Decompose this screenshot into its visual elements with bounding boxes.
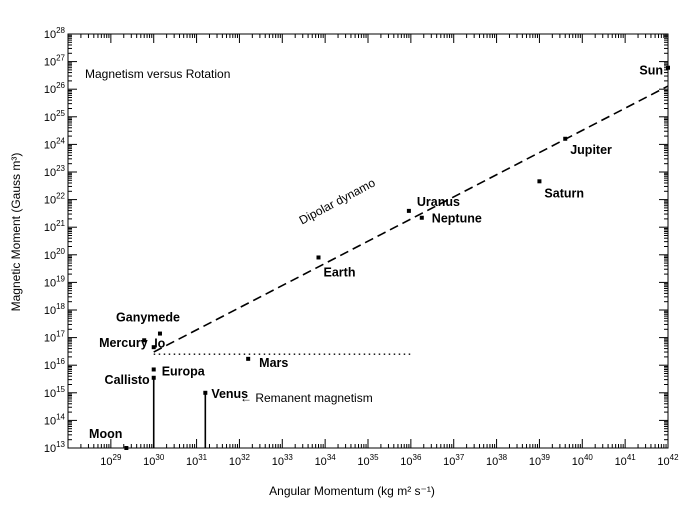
europa-label: Europa: [162, 364, 206, 378]
x-tick-label: 1035: [357, 453, 379, 468]
x-tick-label: 1031: [186, 453, 208, 468]
y-tick-label: 1022: [44, 192, 66, 207]
earth-label: Earth: [324, 265, 356, 279]
venus-point: [203, 390, 208, 395]
x-tick-label: 1038: [486, 453, 508, 468]
earth-point: [316, 255, 321, 260]
dipolar-dynamo-line: [153, 85, 669, 353]
callisto-point: [151, 375, 156, 380]
neptune-label: Neptune: [432, 212, 482, 226]
mars-point: [246, 356, 251, 361]
y-tick-label: 1016: [44, 357, 66, 372]
y-axis-title: Magnetic Moment (Gauss m³): [9, 153, 23, 312]
io-point: [142, 338, 147, 343]
data-points: [124, 65, 670, 450]
y-tick-label: 1014: [44, 412, 66, 427]
x-tick-label: 1037: [443, 453, 465, 468]
axis-ticks: [67, 33, 669, 449]
europa-point: [151, 367, 156, 372]
mars-label: Mars: [259, 356, 288, 370]
y-tick-label: 1018: [44, 302, 66, 317]
mercury-point: [151, 345, 156, 350]
ganymede-point: [157, 331, 162, 336]
x-tick-label: 1030: [143, 453, 165, 468]
y-tick-label: 1025: [44, 109, 66, 124]
x-tick-label: 1039: [529, 453, 551, 468]
x-tick-label: 1034: [315, 453, 337, 468]
io-label: Io: [154, 336, 165, 350]
sun-label: Sun: [639, 64, 663, 78]
y-tick-label: 1024: [44, 136, 66, 151]
neptune-point: [419, 215, 424, 220]
x-tick-label: 1040: [572, 453, 594, 468]
venus-label: Venus: [211, 387, 248, 401]
y-tick-label: 1026: [44, 81, 66, 96]
mercury-label: Mercury: [99, 336, 148, 350]
remanent-magnetism-label: ← Remanent magnetism: [240, 391, 373, 405]
saturn-point: [537, 179, 542, 184]
x-tick-label: 1041: [615, 453, 637, 468]
x-axis-title: Angular Momentum (kg m² s⁻¹): [269, 484, 435, 498]
x-tick-label: 1032: [229, 453, 251, 468]
saturn-label: Saturn: [544, 186, 584, 200]
uranus-point: [406, 208, 411, 213]
ganymede-label: Ganymede: [116, 311, 180, 325]
x-tick-label: 1033: [272, 453, 294, 468]
y-tick-label: 1015: [44, 385, 66, 400]
y-tick-label: 1013: [44, 440, 66, 455]
dipolar-dynamo-label: Dipolar dynamo: [297, 175, 378, 227]
uranus-label: Uranus: [417, 195, 460, 209]
x-tick-label: 1042: [657, 453, 679, 468]
x-tick-label: 1029: [100, 453, 122, 468]
moon-label: Moon: [89, 427, 122, 441]
axis-tick-labels: 1029 1030 1031 1032 1033 1034 1035 1036 1037 1038…: [44, 26, 679, 468]
y-tick-label: 1017: [44, 330, 66, 345]
y-tick-label: 1019: [44, 274, 66, 289]
y-tick-label: 1028: [44, 26, 66, 41]
chart-title: Magnetism versus Rotation: [85, 67, 230, 81]
y-tick-label: 1027: [44, 54, 66, 69]
y-tick-label: 1023: [44, 164, 66, 179]
point-labels: Sun Jupiter Saturn Uranus Neptune Earth Ganyme…: [89, 64, 663, 441]
sun-point: [666, 65, 670, 70]
jupiter-point: [563, 136, 568, 141]
callisto-label: Callisto: [105, 373, 151, 387]
reference-lines: [153, 85, 669, 355]
x-tick-label: 1036: [400, 453, 422, 468]
y-tick-label: 1021: [44, 219, 66, 234]
y-tick-label: 1020: [44, 247, 66, 262]
jupiter-label: Jupiter: [570, 143, 612, 157]
moon-point: [124, 446, 129, 450]
